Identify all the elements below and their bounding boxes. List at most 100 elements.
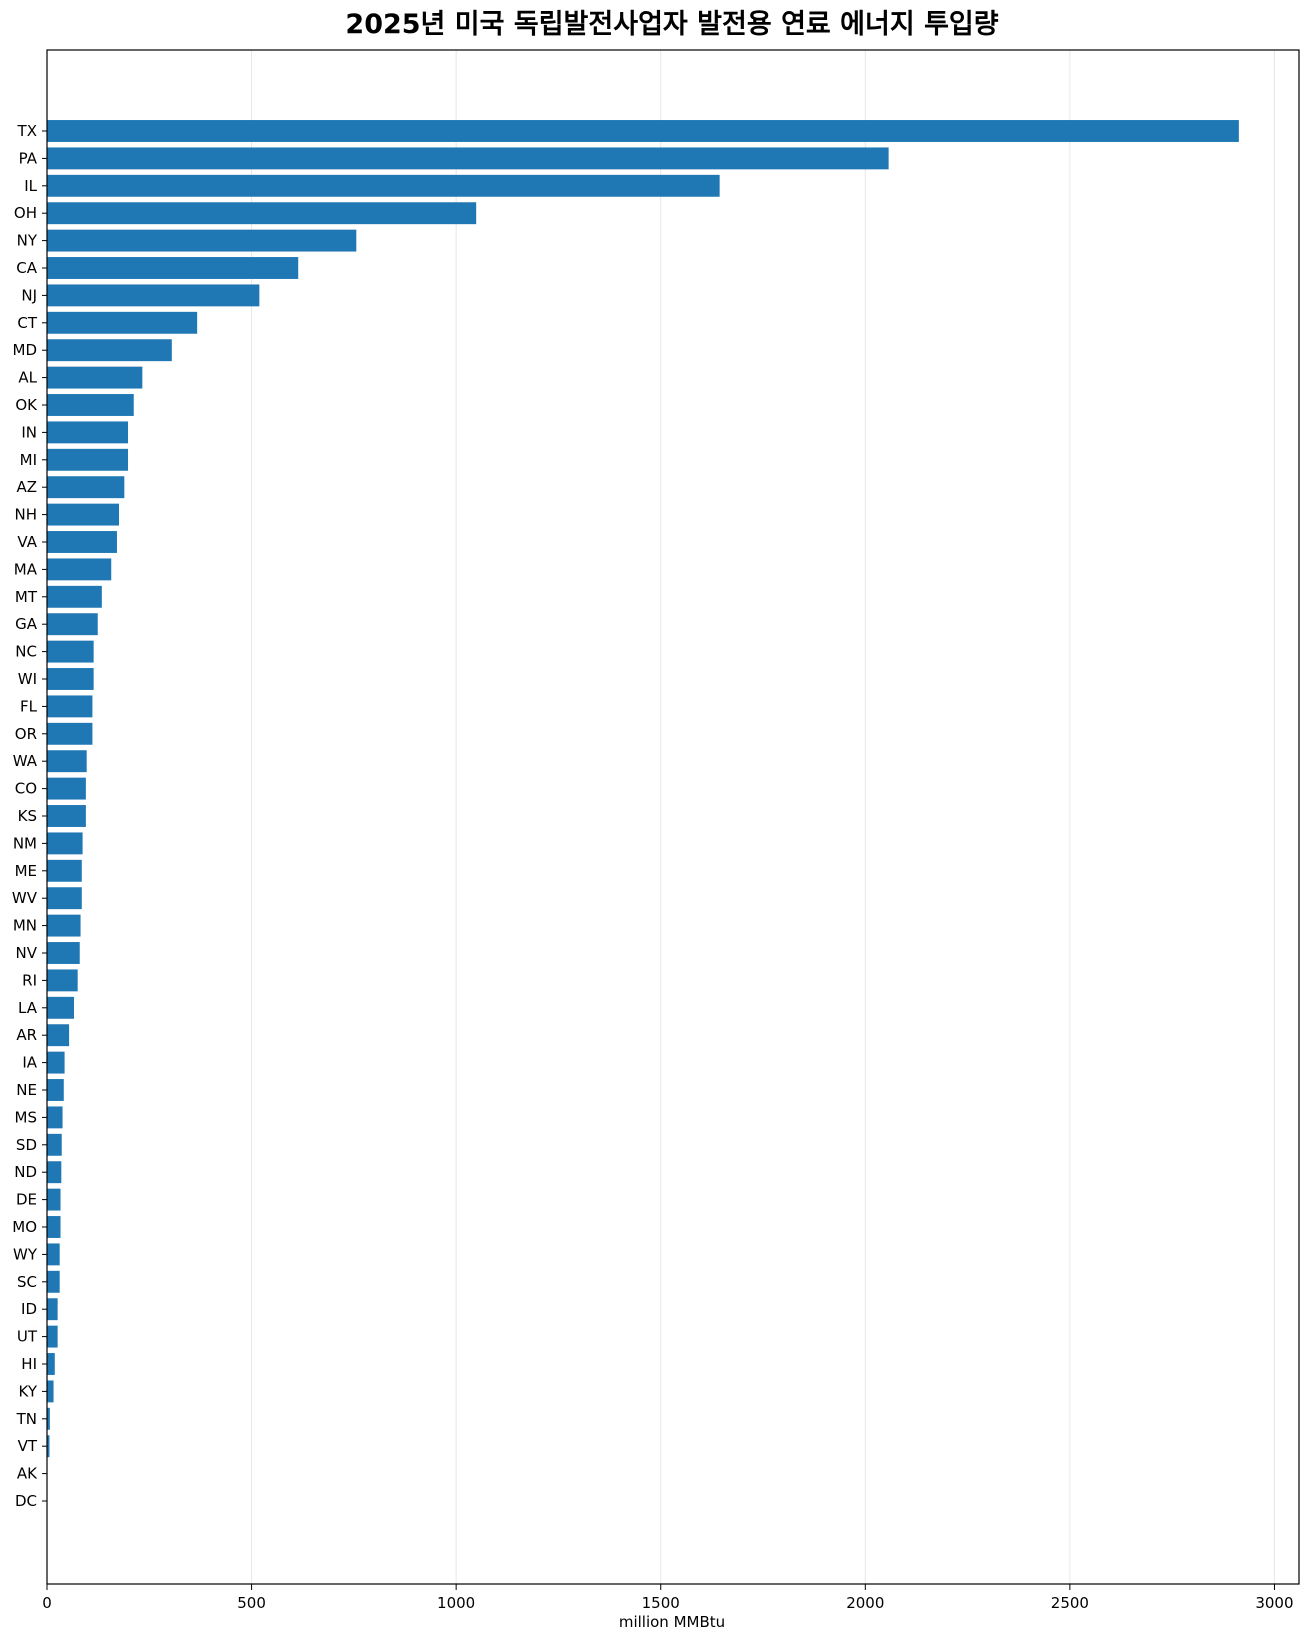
y-tick-label: NC xyxy=(15,643,37,661)
bar-az xyxy=(47,476,125,499)
bar-de xyxy=(47,1188,61,1211)
bar-ne xyxy=(47,1079,64,1101)
y-tick-label: LA xyxy=(18,999,38,1017)
y-tick-label: CA xyxy=(16,259,37,277)
y-tick-label: HI xyxy=(21,1355,37,1373)
y-tick-label: IL xyxy=(24,177,37,195)
bar-ar xyxy=(47,1024,70,1047)
y-tick-label: CO xyxy=(15,780,37,798)
bar-wv xyxy=(47,887,82,910)
y-tick-label: MO xyxy=(12,1218,37,1236)
bar-ma xyxy=(47,558,112,581)
bar-va xyxy=(47,531,117,553)
y-tick-label: UT xyxy=(17,1328,38,1346)
y-tick-label: PA xyxy=(19,149,38,167)
bar-wa xyxy=(47,750,87,773)
bar-tn xyxy=(47,1407,50,1430)
x-tick-label: 2500 xyxy=(1051,1594,1089,1612)
y-tick-label: SD xyxy=(16,1136,37,1154)
bar-la xyxy=(47,996,75,1019)
bar-id xyxy=(47,1298,58,1321)
bar-nj xyxy=(47,284,260,307)
y-tick-label: NE xyxy=(16,1081,37,1099)
bar-ri xyxy=(47,969,78,992)
y-tick-label: OK xyxy=(15,396,38,414)
y-tick-label: NJ xyxy=(21,286,37,304)
chart-title: 2025년 미국 독립발전사업자 발전용 연료 에너지 투입량 xyxy=(345,9,998,40)
y-tick-label: ND xyxy=(14,1163,37,1181)
y-tick-label: MI xyxy=(20,451,37,469)
bar-pa xyxy=(47,147,889,170)
bar-ca xyxy=(47,257,299,279)
bar-oh xyxy=(47,202,477,225)
y-tick-label: AK xyxy=(17,1465,38,1483)
bar-ok xyxy=(47,394,134,416)
bar-ga xyxy=(47,613,98,636)
y-tick-label: FL xyxy=(20,697,38,715)
x-axis: 0 500 1000 1500 2000 2500 3000 xyxy=(42,1584,1294,1612)
y-tick-label: TN xyxy=(16,1410,37,1428)
bar-mn xyxy=(47,914,81,937)
bar-ms xyxy=(47,1106,63,1129)
y-tick-label: GA xyxy=(15,615,38,633)
y-tick-label: MT xyxy=(15,588,38,606)
bar-mt xyxy=(47,585,102,608)
y-tick-label: KY xyxy=(19,1382,38,1400)
x-tick-label: 0 xyxy=(42,1594,52,1612)
x-tick-label: 3000 xyxy=(1255,1594,1293,1612)
bar-nm xyxy=(47,832,83,855)
y-tick-label: SC xyxy=(17,1273,37,1291)
bar-al xyxy=(47,366,143,389)
bar-ia xyxy=(47,1051,65,1074)
y-tick-label: MS xyxy=(15,1108,37,1126)
bar-nh xyxy=(47,503,120,526)
bar-or xyxy=(47,722,93,745)
bar-ks xyxy=(47,805,86,827)
y-tick-label: NY xyxy=(17,232,38,250)
bar-nd xyxy=(47,1161,62,1184)
y-tick-label: WA xyxy=(13,752,38,770)
y-tick-label: NM xyxy=(13,834,37,852)
x-tick-label: 1000 xyxy=(437,1594,475,1612)
y-tick-label: AL xyxy=(18,369,37,387)
x-tick-label: 500 xyxy=(237,1594,266,1612)
y-tick-label: WY xyxy=(13,1245,38,1263)
bar-tx xyxy=(47,120,1239,142)
grid-lines xyxy=(46,50,1275,1584)
plot-frame xyxy=(46,49,1300,1585)
bar-vt xyxy=(47,1435,50,1458)
bar-il xyxy=(47,174,720,197)
y-axis: TX PA IL OH NY CA NJ CT MD AL OK IN MI AZ NH VA MA MT GA NC… xyxy=(12,122,47,1510)
y-tick-label: VT xyxy=(18,1437,38,1455)
y-tick-label: WV xyxy=(12,889,38,907)
y-tick-label: NH xyxy=(15,506,38,524)
y-tick-label: OH xyxy=(14,204,37,222)
y-tick-label: TX xyxy=(17,122,37,140)
bar-md xyxy=(47,339,172,362)
bar-sc xyxy=(47,1270,60,1293)
x-axis-label: million MMBtu xyxy=(619,1613,725,1631)
y-tick-label: MD xyxy=(13,341,38,359)
bar-mo xyxy=(47,1216,61,1238)
x-tick-label: 2000 xyxy=(846,1594,884,1612)
y-tick-label: NV xyxy=(16,944,38,962)
bar-ky xyxy=(47,1380,54,1403)
y-tick-label: IN xyxy=(21,423,37,441)
bar-ct xyxy=(47,311,198,334)
bar-nv xyxy=(47,942,80,964)
y-tick-label: IA xyxy=(22,1054,37,1072)
y-tick-label: ME xyxy=(15,862,37,880)
x-tick-label: 1500 xyxy=(642,1594,680,1612)
bar-sd xyxy=(47,1133,62,1156)
bar-co xyxy=(47,777,86,800)
y-tick-label: AZ xyxy=(16,478,37,496)
y-tick-label: VA xyxy=(17,533,37,551)
y-tick-label: DC xyxy=(15,1492,37,1510)
y-tick-label: CT xyxy=(17,314,37,332)
y-tick-label: KS xyxy=(18,807,37,825)
bar-mi xyxy=(47,448,129,471)
bar-ny xyxy=(47,229,357,252)
bar-fl xyxy=(47,695,93,718)
